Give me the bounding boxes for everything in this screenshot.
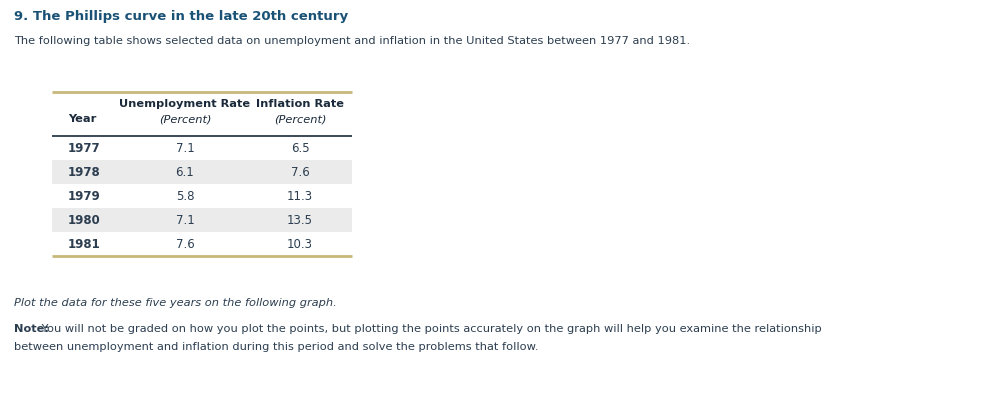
Text: (Percent): (Percent) bbox=[273, 114, 327, 124]
Text: Inflation Rate: Inflation Rate bbox=[256, 99, 344, 109]
Text: Year: Year bbox=[68, 114, 96, 124]
Bar bbox=[52, 208, 352, 232]
Text: 6.1: 6.1 bbox=[176, 166, 194, 178]
Text: 7.6: 7.6 bbox=[290, 166, 310, 178]
Bar bbox=[52, 160, 352, 184]
Text: 5.8: 5.8 bbox=[176, 190, 194, 203]
Text: 1978: 1978 bbox=[68, 166, 100, 178]
Text: Unemployment Rate: Unemployment Rate bbox=[120, 99, 250, 109]
Text: 7.6: 7.6 bbox=[176, 237, 194, 251]
Text: Plot the data for these five years on the following graph.: Plot the data for these five years on th… bbox=[14, 298, 337, 308]
Text: 1979: 1979 bbox=[68, 190, 100, 203]
Text: 10.3: 10.3 bbox=[287, 237, 313, 251]
Text: 1981: 1981 bbox=[68, 237, 100, 251]
Text: Note:: Note: bbox=[14, 324, 49, 334]
Text: The following table shows selected data on unemployment and inflation in the Uni: The following table shows selected data … bbox=[14, 36, 690, 46]
Text: 6.5: 6.5 bbox=[290, 142, 310, 154]
Text: 13.5: 13.5 bbox=[287, 213, 313, 227]
Text: between unemployment and inflation during this period and solve the problems tha: between unemployment and inflation durin… bbox=[14, 342, 539, 352]
Text: 1980: 1980 bbox=[68, 213, 100, 227]
Text: 7.1: 7.1 bbox=[176, 142, 194, 154]
Text: 11.3: 11.3 bbox=[287, 190, 314, 203]
Text: 9. The Phillips curve in the late 20th century: 9. The Phillips curve in the late 20th c… bbox=[14, 10, 348, 23]
Text: (Percent): (Percent) bbox=[159, 114, 211, 124]
Text: 7.1: 7.1 bbox=[176, 213, 194, 227]
Text: You will not be graded on how you plot the points, but plotting the points accur: You will not be graded on how you plot t… bbox=[38, 324, 822, 334]
Text: 1977: 1977 bbox=[68, 142, 100, 154]
